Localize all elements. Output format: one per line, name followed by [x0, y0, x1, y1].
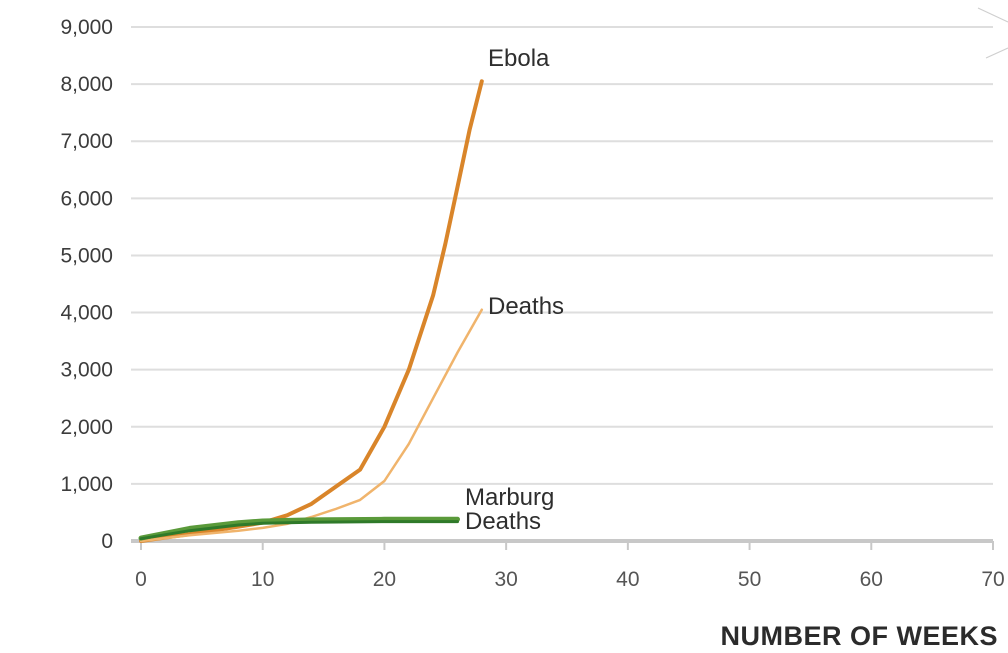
y-tick-label: 2,000 — [60, 416, 113, 439]
y-tick-label: 9,000 — [60, 16, 113, 39]
y-tick-label: 3,000 — [60, 359, 113, 382]
x-axis: 0 10 20 30 40 50 60 70 — [131, 539, 1005, 591]
series-label-marburg-deaths: Deaths — [465, 508, 541, 535]
x-tick-label: 40 — [616, 568, 639, 591]
y-tick-label: 7,000 — [60, 130, 113, 153]
y-tick-label: 4,000 — [60, 302, 113, 325]
ebola-deaths-line — [139, 308, 484, 543]
x-tick-label: 20 — [373, 568, 396, 591]
x-tick-label: 60 — [860, 568, 883, 591]
y-tick-label: 8,000 — [60, 73, 113, 96]
y-tick-label: 0 — [101, 530, 113, 553]
y-axis-ticks: 0 1,000 2,000 3,000 4,000 5,000 6,000 7,000 8,00… — [60, 16, 113, 553]
x-tick-label: 30 — [494, 568, 517, 591]
series-label-ebola: Ebola — [488, 45, 550, 72]
x-tick-label: 0 — [135, 568, 147, 591]
series-label-marburg: Marburg — [465, 484, 554, 511]
x-tick-label: 10 — [251, 568, 274, 591]
x-tick-label: 70 — [981, 568, 1004, 591]
y-tick-label: 1,000 — [60, 473, 113, 496]
marburg-deaths-line — [139, 520, 459, 541]
y-tick-label: 5,000 — [60, 244, 113, 267]
x-tick-label: 50 — [738, 568, 761, 591]
series-lines — [138, 79, 484, 543]
marburg-cases-line — [138, 516, 460, 541]
x-axis-label: NUMBER OF WEEKS — [721, 621, 999, 651]
corner-fold-decoration — [977, 7, 1008, 59]
gridlines — [131, 26, 993, 485]
ebola-cases-line — [139, 79, 484, 543]
series-label-ebola-deaths: Deaths — [488, 293, 564, 320]
y-tick-label: 6,000 — [60, 187, 113, 210]
